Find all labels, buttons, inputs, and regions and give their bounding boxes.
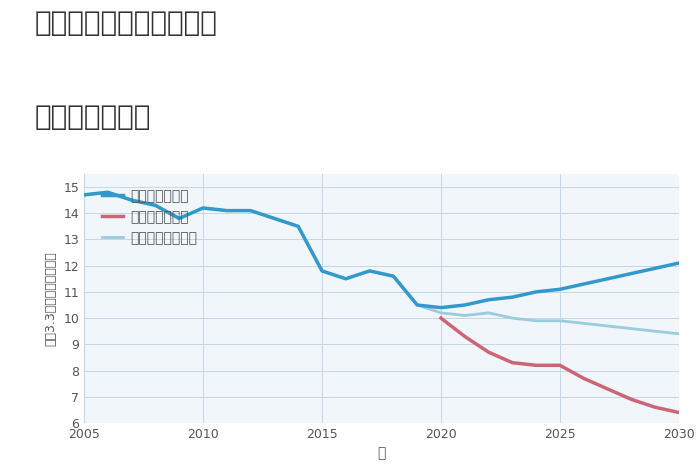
バッドシナリオ xyxy=(532,362,540,368)
ノーマルシナリオ xyxy=(484,310,493,316)
ノーマルシナリオ xyxy=(675,331,683,337)
グッドシナリオ xyxy=(342,276,350,282)
Text: 土地の価格推移: 土地の価格推移 xyxy=(35,103,151,132)
グッドシナリオ xyxy=(151,203,160,208)
グッドシナリオ xyxy=(294,224,302,229)
Line: グッドシナリオ: グッドシナリオ xyxy=(84,192,679,308)
ノーマルシナリオ xyxy=(270,216,279,221)
バッドシナリオ xyxy=(437,315,445,321)
グッドシナリオ xyxy=(318,268,326,274)
グッドシナリオ xyxy=(437,305,445,311)
ノーマルシナリオ xyxy=(556,318,564,323)
Legend: グッドシナリオ, バッドシナリオ, ノーマルシナリオ: グッドシナリオ, バッドシナリオ, ノーマルシナリオ xyxy=(97,183,203,251)
グッドシナリオ xyxy=(80,192,88,198)
グッドシナリオ xyxy=(651,266,659,271)
ノーマルシナリオ xyxy=(318,268,326,274)
ノーマルシナリオ xyxy=(603,323,612,329)
バッドシナリオ xyxy=(556,362,564,368)
グッドシナリオ xyxy=(461,302,469,308)
Text: 岐阜県海津市平田町岡の: 岐阜県海津市平田町岡の xyxy=(35,9,218,38)
グッドシナリオ xyxy=(556,286,564,292)
グッドシナリオ xyxy=(603,276,612,282)
バッドシナリオ xyxy=(603,386,612,392)
グッドシナリオ xyxy=(675,260,683,266)
バッドシナリオ xyxy=(580,376,588,381)
ノーマルシナリオ xyxy=(342,276,350,282)
ノーマルシナリオ xyxy=(389,274,398,279)
ノーマルシナリオ xyxy=(199,205,207,211)
グッドシナリオ xyxy=(413,302,421,308)
ノーマルシナリオ xyxy=(461,313,469,318)
ノーマルシナリオ xyxy=(127,197,136,203)
バッドシナリオ xyxy=(651,405,659,410)
バッドシナリオ xyxy=(484,349,493,355)
バッドシナリオ xyxy=(461,334,469,339)
バッドシナリオ xyxy=(627,397,636,402)
ノーマルシナリオ xyxy=(580,321,588,326)
ノーマルシナリオ xyxy=(437,310,445,316)
ノーマルシナリオ xyxy=(80,192,88,198)
バッドシナリオ xyxy=(508,360,517,366)
Line: ノーマルシナリオ: ノーマルシナリオ xyxy=(84,192,679,334)
ノーマルシナリオ xyxy=(627,326,636,331)
ノーマルシナリオ xyxy=(532,318,540,323)
ノーマルシナリオ xyxy=(365,268,374,274)
ノーマルシナリオ xyxy=(508,315,517,321)
グッドシナリオ xyxy=(532,289,540,295)
グッドシナリオ xyxy=(175,216,183,221)
グッドシナリオ xyxy=(246,208,255,213)
グッドシナリオ xyxy=(127,197,136,203)
ノーマルシナリオ xyxy=(151,203,160,208)
グッドシナリオ xyxy=(484,297,493,303)
グッドシナリオ xyxy=(199,205,207,211)
グッドシナリオ xyxy=(508,294,517,300)
ノーマルシナリオ xyxy=(175,216,183,221)
ノーマルシナリオ xyxy=(223,208,231,213)
グッドシナリオ xyxy=(627,271,636,276)
グッドシナリオ xyxy=(104,189,112,195)
グッドシナリオ xyxy=(223,208,231,213)
グッドシナリオ xyxy=(365,268,374,274)
ノーマルシナリオ xyxy=(294,224,302,229)
ノーマルシナリオ xyxy=(651,329,659,334)
ノーマルシナリオ xyxy=(104,189,112,195)
バッドシナリオ xyxy=(675,410,683,415)
グッドシナリオ xyxy=(389,274,398,279)
Y-axis label: 坪（3.3㎡）単価（万円）: 坪（3.3㎡）単価（万円） xyxy=(45,251,57,346)
ノーマルシナリオ xyxy=(413,302,421,308)
ノーマルシナリオ xyxy=(246,208,255,213)
グッドシナリオ xyxy=(270,216,279,221)
グッドシナリオ xyxy=(580,281,588,287)
Line: バッドシナリオ: バッドシナリオ xyxy=(441,318,679,413)
X-axis label: 年: 年 xyxy=(377,446,386,461)
